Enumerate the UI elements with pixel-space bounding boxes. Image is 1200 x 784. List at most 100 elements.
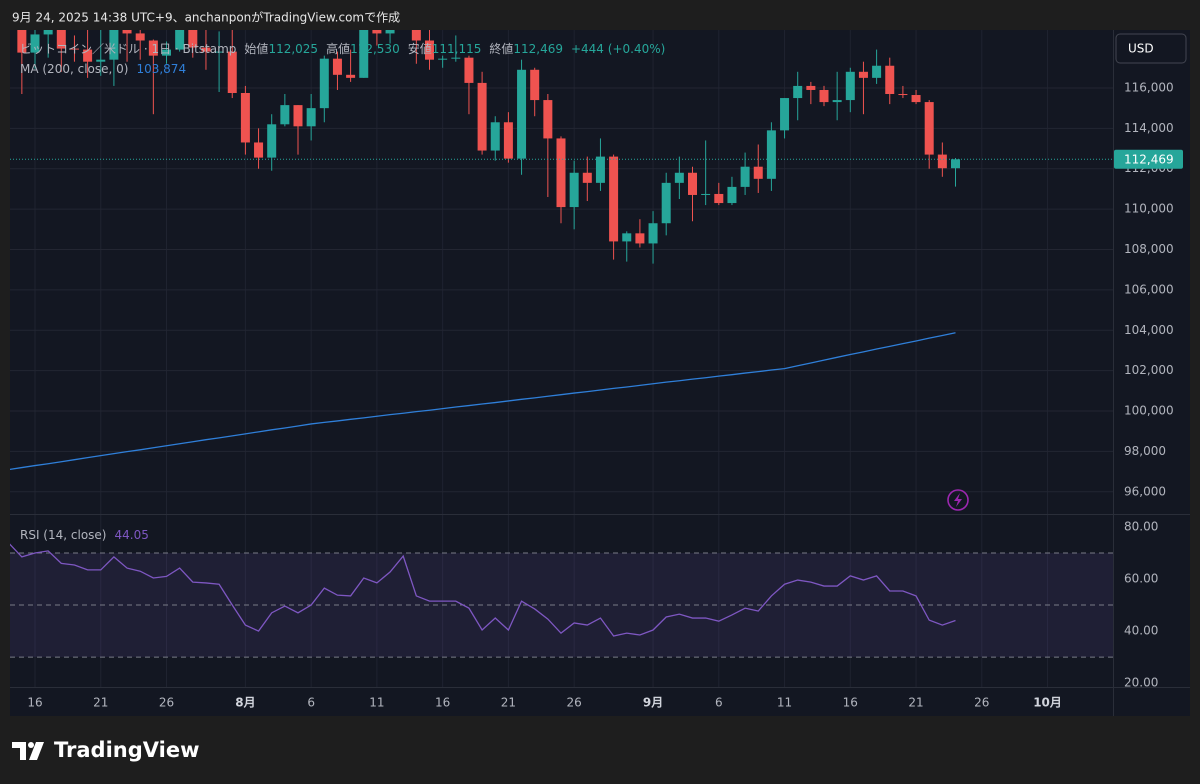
candle-body [858,71,868,78]
x-tick-label: 11 [777,696,792,710]
candle-body [688,172,697,195]
candle-body [227,51,237,93]
y-tick-label: 104,000 [1124,323,1174,337]
x-tick-label: 6 [307,696,315,710]
legend-label: 高値 [326,41,350,56]
last-price-badge [1114,149,1183,169]
x-tick-label: 16 [27,696,42,710]
rsi-pane [10,515,1113,687]
candle-body [753,166,763,179]
candle-body [845,71,855,101]
y-tick-label: 40.00 [1124,624,1158,638]
header: 9月 24, 2025 14:38 UTC+9、anchanponがTradin… [12,10,400,25]
candle-body [464,57,474,83]
candle-body [701,193,711,195]
candle-body [609,156,619,242]
legend-value: 112,530 [350,42,400,56]
candle-body [530,69,540,101]
x-tick-label: 16 [435,696,450,710]
series-name: MA (200, close, 0) [20,62,128,76]
x-tick-label: 16 [843,696,858,710]
alert-icon[interactable] [947,489,969,511]
series-value: 44.05 [114,528,148,542]
y-tick-label: 116,000 [1124,80,1174,94]
candle-body [714,193,724,204]
series-legend: RSI (14, close) 44.05 [20,528,149,542]
candle-body [569,172,579,208]
series-legend: MA (200, close, 0) 103,874 [20,62,186,76]
x-tick-label: 21 [93,696,108,710]
candle-body [885,65,895,95]
legend-value: 112,025 [268,42,318,56]
x-tick-label: 6 [715,696,723,710]
brand-logo [12,742,44,760]
candle-body [477,82,487,151]
x-tick-label: 26 [974,696,989,710]
candle-body [438,58,448,60]
candle-body [793,85,803,99]
candle-body [148,40,158,56]
candle-body [267,124,277,158]
candle-body [872,65,882,78]
candle-body [175,30,185,50]
candle-body [898,94,908,96]
candle-body [188,30,198,48]
candle-body [648,223,658,244]
candle-body [254,142,264,158]
candle-body [135,33,145,41]
candle-body [83,49,93,62]
currency-label: USD [1128,42,1154,56]
candle-body [490,122,500,151]
candle-body [937,154,947,169]
legend-value: 112,469 [513,42,563,56]
legend-change: +444 (+0.40%) [571,42,665,56]
series-value: 103,874 [136,62,186,76]
candle-body [806,85,816,90]
y-tick-label: 96,000 [1124,484,1166,498]
candle-body [911,95,921,103]
candle-body [214,51,224,53]
legend-value: 111,115 [432,42,482,56]
candle-body [332,58,342,75]
y-tick-label: 106,000 [1124,282,1174,296]
candle-body [503,122,513,159]
currency-button[interactable] [1115,33,1187,64]
candle-body [727,186,737,204]
x-tick-label: 10月 [1033,696,1062,710]
candle-body [451,57,461,59]
series-line [10,332,956,471]
candle-body [951,159,960,169]
x-tick-label: 26 [567,696,582,710]
y-tick-label: 100,000 [1124,404,1174,418]
candle-body [635,233,645,244]
candle-body [517,69,527,159]
candle-body [319,58,329,109]
candle-body [122,30,132,34]
candle-body [411,30,421,41]
x-tick-label: 21 [908,696,923,710]
last-price-label: 112,469 [1124,152,1174,166]
candle-body [924,102,934,155]
candle-body [425,40,434,60]
brand-name: TradingView [54,738,199,762]
candle-body [556,138,566,208]
y-tick-label: 60.00 [1124,572,1158,586]
candle-body [819,89,829,103]
candle-body [832,100,842,103]
price-pane [10,30,1113,514]
candle-body [69,48,79,50]
candle-body [201,47,211,52]
candle-body [359,30,369,78]
candle-body [661,182,671,224]
legend: ビットコイン／米ドル · 1日 · Bitstamp 始値112,025 高値112… [20,41,665,56]
candle-body [96,59,106,62]
candle-body [780,98,790,131]
overlay: 16 21 26 8月 6 11 16 21 26 9月 6 11 16 21 26 10月 96,000 98,… [20,33,1187,710]
candle-body [622,233,632,242]
candle-body [346,74,356,78]
candle-body [293,105,303,127]
x-tick-label: 21 [501,696,516,710]
candle-body [17,30,27,53]
